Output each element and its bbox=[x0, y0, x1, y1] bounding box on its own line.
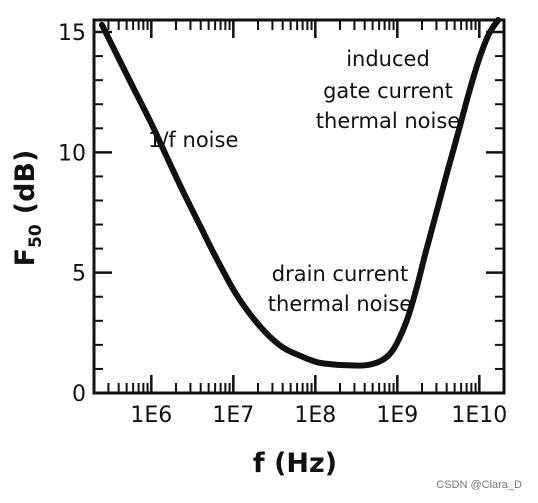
y-tick-labels: 0 5 10 15 bbox=[58, 21, 86, 407]
y-axis-title-main: F bbox=[10, 248, 41, 266]
watermark: CSDN @Clara_D bbox=[436, 479, 522, 491]
x-tick-label: 1E10 bbox=[451, 403, 507, 428]
x-tick-label: 1E6 bbox=[130, 403, 172, 428]
y-axis-title: F50 (dB) bbox=[10, 150, 46, 267]
annotation-gate-line-1: induced bbox=[346, 47, 430, 71]
annotation-drain-line-2: thermal noise bbox=[268, 292, 412, 316]
y-tick-label: 5 bbox=[72, 262, 86, 287]
minor-ticks bbox=[93, 20, 505, 393]
y-tick-label: 15 bbox=[58, 21, 86, 46]
x-tick-label: 1E7 bbox=[212, 403, 254, 428]
x-tick-label: 1E8 bbox=[294, 403, 336, 428]
y-axis-title-unit: (dB) bbox=[10, 150, 41, 215]
svg-text:F50(dB): F50 (dB) bbox=[10, 150, 46, 267]
major-ticks bbox=[94, 20, 504, 395]
x-axis-title: f (Hz) bbox=[253, 448, 337, 479]
plot-frame bbox=[92, 18, 506, 395]
annotation-drain-line-1: drain current bbox=[272, 262, 408, 286]
annotation-1f-noise: 1/f noise bbox=[148, 128, 238, 152]
y-axis-title-subscript: 50 bbox=[26, 224, 46, 248]
annotation-gate-line-2: gate current bbox=[323, 79, 453, 103]
x-tick-labels: 1E6 1E7 1E8 1E9 1E10 bbox=[130, 403, 507, 428]
noise-figure-curve bbox=[98, 17, 502, 369]
x-tick-label: 1E9 bbox=[376, 403, 418, 428]
y-tick-label: 0 bbox=[72, 382, 86, 407]
y-tick-label: 10 bbox=[58, 141, 86, 166]
annotation-gate-line-3: thermal noise bbox=[316, 109, 460, 133]
